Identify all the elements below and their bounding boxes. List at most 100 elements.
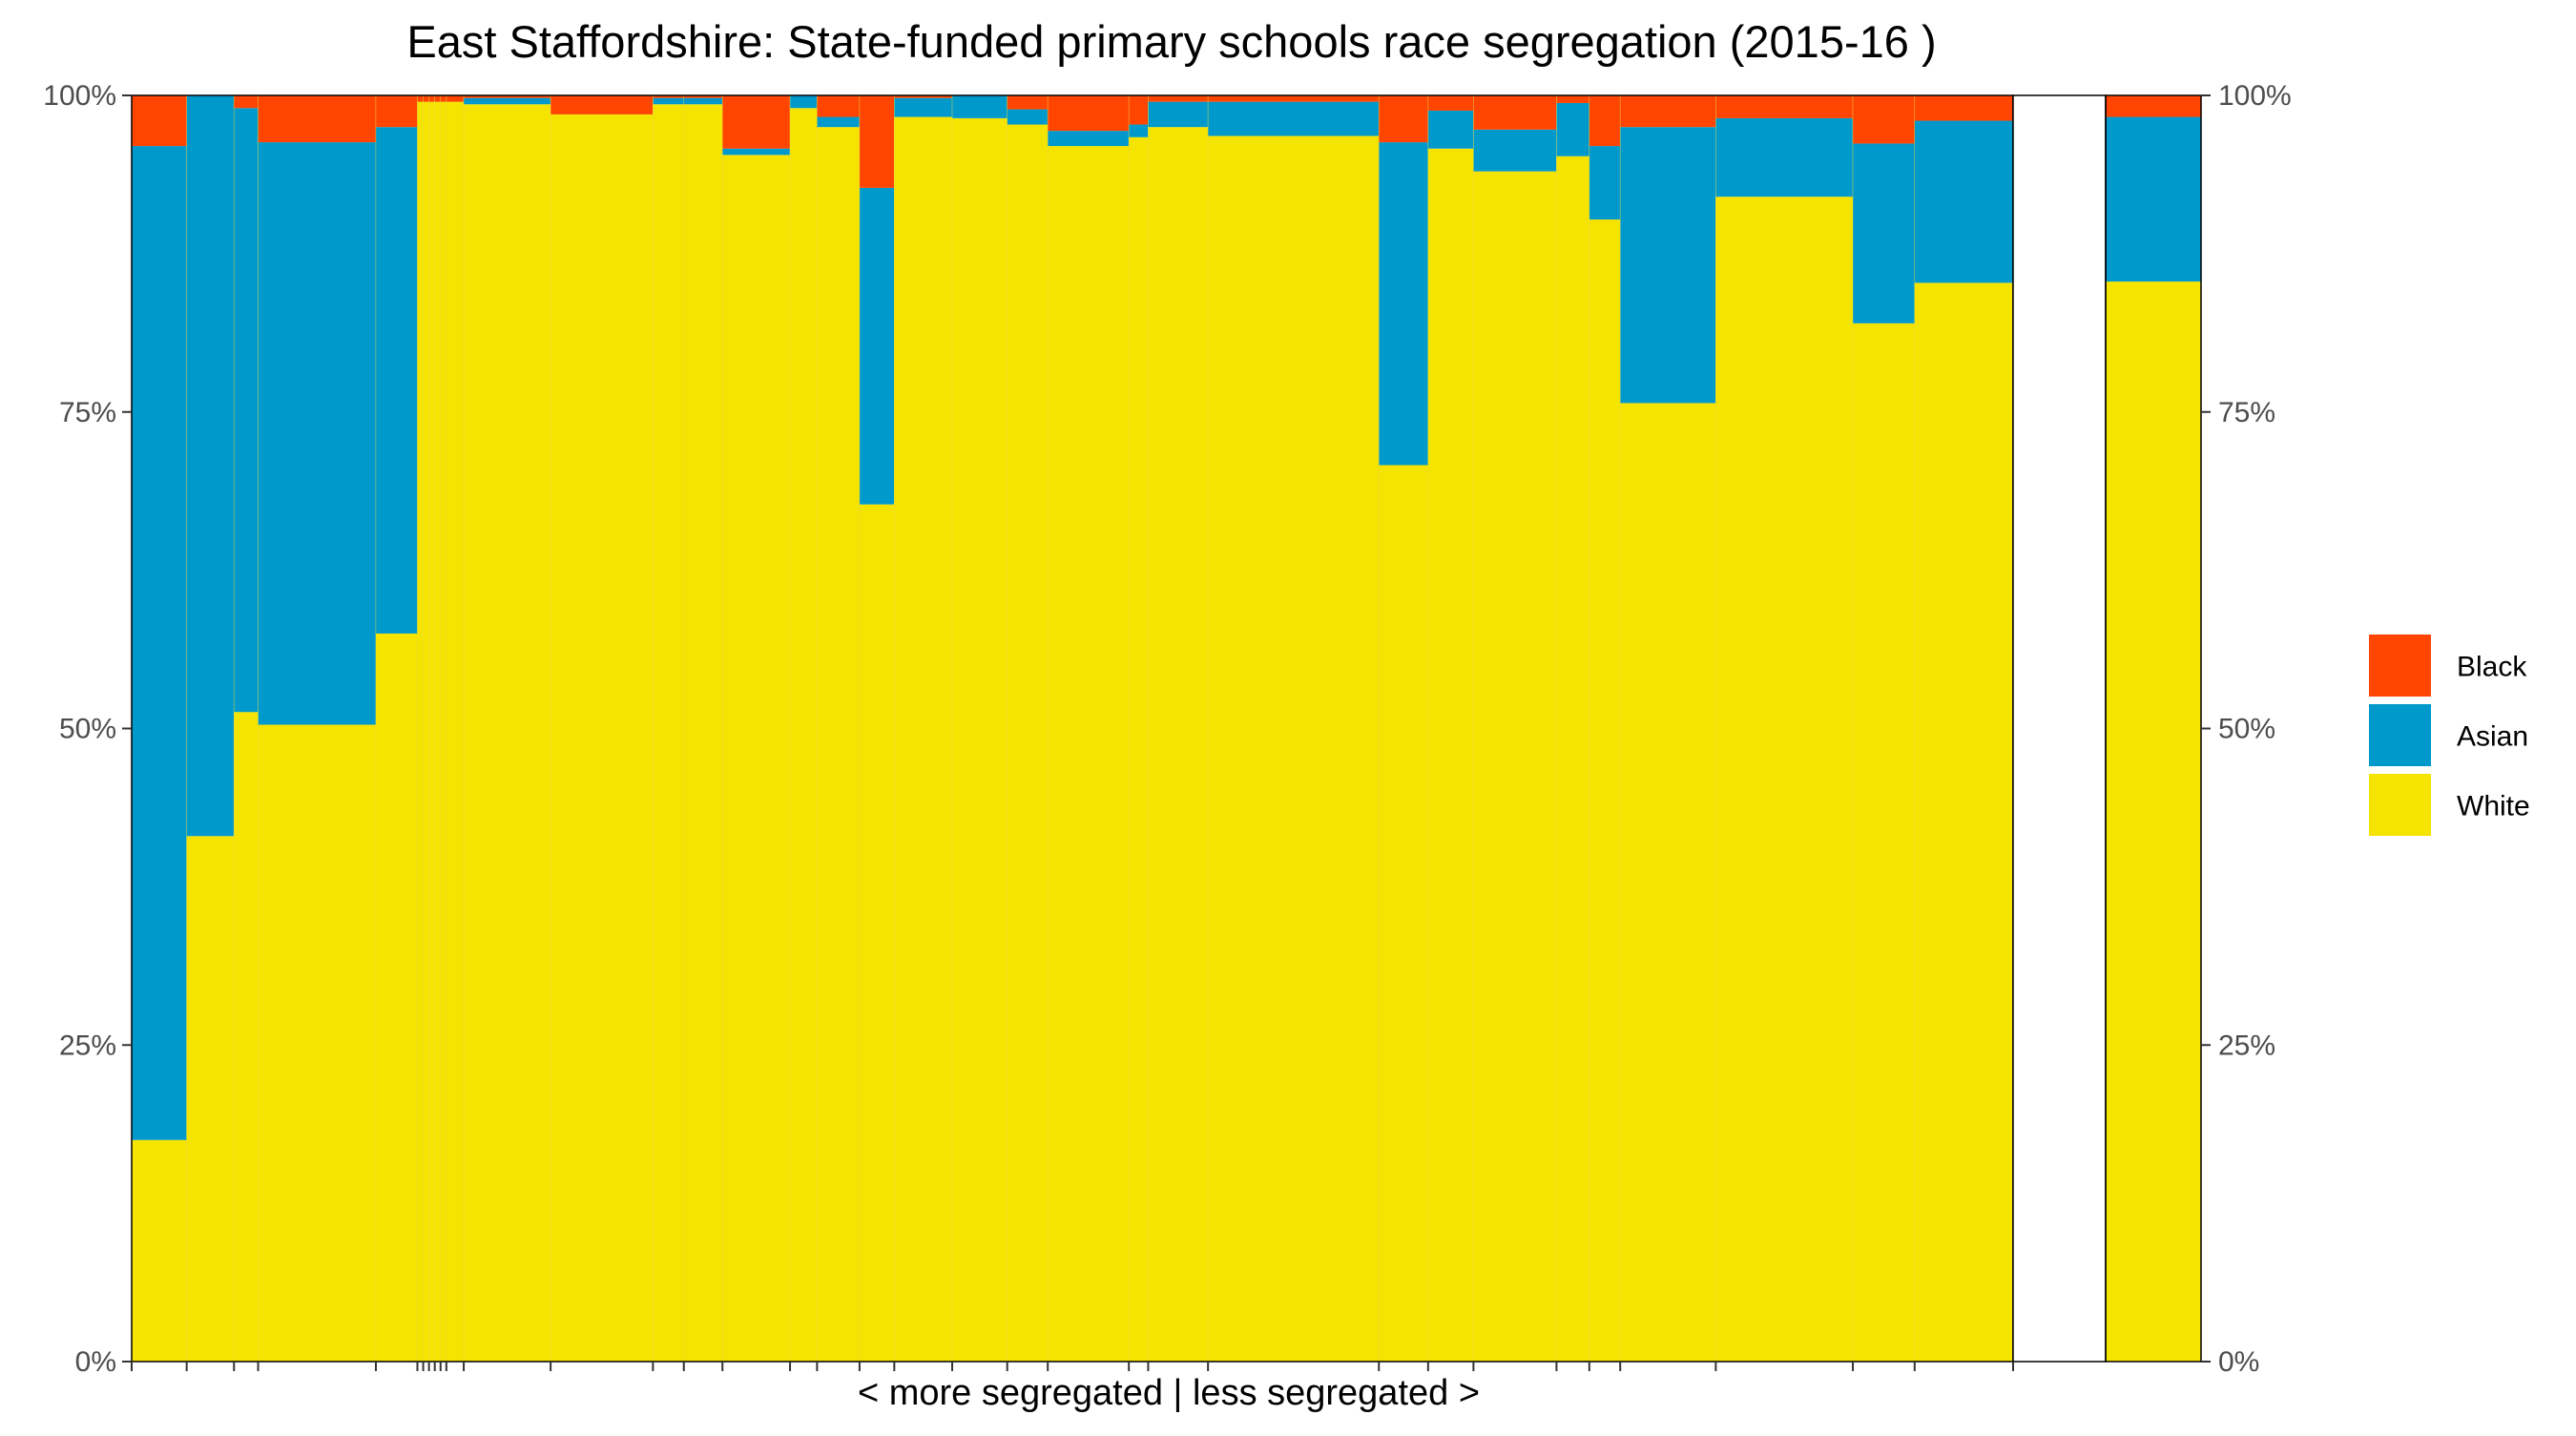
school-bar-22: [1007, 94, 1049, 1363]
school-bar-4-white-segment: [258, 724, 376, 1362]
school-bar-11-white-segment: [446, 101, 465, 1362]
school-bar-8-black-segment: [428, 95, 435, 102]
school-bar-23-white-segment: [1048, 146, 1130, 1363]
school-bar-30-white-segment: [1556, 156, 1589, 1362]
school-bar-21-asian-segment: [952, 95, 1008, 118]
school-bar-7-white-segment: [423, 101, 429, 1362]
legend-key-white: [2369, 774, 2431, 836]
school-bar-16-asian-segment: [722, 148, 791, 156]
school-bar-20-black-segment: [894, 95, 953, 98]
school-bar-20-white-segment: [894, 116, 953, 1363]
school-bar-25-asian-segment: [1148, 101, 1209, 128]
school-bar-14: [653, 94, 685, 1363]
school-bar-25-white-segment: [1148, 127, 1209, 1362]
gap-panel-frame: [2012, 94, 2107, 1363]
school-bar-18: [817, 94, 861, 1363]
y-tick-label-right: 25%: [2218, 1030, 2275, 1061]
school-bar-12-white-segment: [464, 104, 551, 1362]
school-bar-18-asian-segment: [817, 116, 860, 128]
school-bar-1: [131, 94, 187, 1363]
legend-item-asian: Asian: [2369, 704, 2528, 766]
overall-bar-asian-segment: [2106, 116, 2201, 282]
school-bar-29: [1473, 94, 1557, 1363]
y-tick-label-right: 75%: [2218, 397, 2275, 428]
legend-label-asian: Asian: [2457, 721, 2528, 753]
overall-bar-white-segment: [2106, 281, 2201, 1363]
school-bar-32-white-segment: [1620, 403, 1716, 1362]
school-bar-23-black-segment: [1048, 95, 1130, 132]
school-bar-4-asian-segment: [258, 142, 376, 725]
school-bar-28-asian-segment: [1427, 110, 1474, 149]
school-bar-10: [440, 94, 447, 1363]
school-bar-30-black-segment: [1556, 95, 1589, 103]
school-bar-27-black-segment: [1379, 95, 1428, 143]
school-bar-11: [446, 94, 465, 1363]
school-bar-35-asian-segment: [1914, 120, 2013, 283]
school-bar-15: [683, 94, 723, 1363]
school-bar-19-asian-segment: [859, 187, 895, 505]
school-bar-24-black-segment: [1129, 95, 1149, 125]
school-bar-26-white-segment: [1208, 135, 1380, 1363]
school-bar-6-black-segment: [417, 95, 424, 102]
school-bar-14-white-segment: [653, 104, 684, 1362]
legend-item-white: White: [2369, 774, 2530, 836]
school-bar-6-white-segment: [417, 101, 424, 1362]
school-bar-15-black-segment: [683, 95, 723, 98]
school-bar-16: [721, 94, 791, 1363]
school-bar-17-white-segment: [790, 108, 818, 1362]
y-tick-label-left: 25%: [59, 1030, 116, 1061]
school-bar-5-asian-segment: [375, 127, 418, 634]
chart-title: East Staffordshire: State-funded primary…: [406, 16, 1936, 67]
y-tick-label-left: 75%: [59, 397, 116, 428]
school-bar-3: [233, 94, 259, 1363]
y-axis-right: 0% 25% 50% 75% 100%: [2201, 80, 2292, 1378]
y-axis-left: 0% 25% 50% 75% 100%: [43, 80, 132, 1378]
school-bar-8: [428, 94, 436, 1363]
school-bar-10-white-segment: [440, 101, 447, 1362]
school-bar-8-white-segment: [428, 101, 435, 1362]
y-tick-label-left: 50%: [59, 714, 116, 745]
school-bar-12-black-segment: [464, 95, 551, 98]
school-bar-21: [951, 94, 1008, 1363]
overall-bar: [2105, 94, 2202, 1363]
school-bar-2: [186, 94, 235, 1363]
legend-item-black: Black: [2369, 635, 2527, 697]
school-bar-4-black-segment: [258, 95, 376, 143]
school-bar-14-asian-segment: [653, 97, 684, 105]
bars-layer: [131, 94, 2202, 1363]
school-bar-25-black-segment: [1148, 95, 1209, 102]
school-bar-25: [1148, 94, 1209, 1363]
school-bar-19-white-segment: [859, 504, 895, 1362]
school-bar-1-white-segment: [132, 1139, 187, 1362]
y-tick-label-right: 50%: [2218, 714, 2275, 745]
school-bar-27-asian-segment: [1379, 142, 1428, 466]
school-bar-30-asian-segment: [1556, 102, 1589, 156]
school-bar-10-black-segment: [440, 95, 447, 102]
school-bar-35-white-segment: [1914, 282, 2013, 1362]
school-bar-33-black-segment: [1715, 95, 1854, 118]
school-bar-20: [894, 94, 953, 1363]
y-tick-label-left: 0%: [75, 1346, 116, 1378]
school-bar-1-black-segment: [132, 95, 187, 147]
school-bar-31-white-segment: [1589, 219, 1621, 1362]
school-bar-22-asian-segment: [1007, 109, 1049, 125]
school-bar-18-black-segment: [817, 95, 860, 117]
school-bar-2-white-segment: [186, 836, 235, 1362]
school-bar-28-white-segment: [1427, 148, 1474, 1362]
school-bar-26: [1207, 94, 1380, 1363]
school-bar-26-asian-segment: [1208, 101, 1380, 136]
school-bar-4: [258, 94, 377, 1363]
school-bar-31-asian-segment: [1589, 146, 1621, 220]
school-bar-19: [859, 94, 895, 1363]
school-bar-12-asian-segment: [464, 97, 551, 105]
school-bar-5-black-segment: [375, 95, 418, 128]
school-bar-23: [1047, 94, 1130, 1363]
school-bar-27-white-segment: [1379, 465, 1428, 1362]
school-bar-34: [1852, 94, 1916, 1363]
school-bar-28-black-segment: [1427, 95, 1474, 111]
school-bar-14-black-segment: [653, 95, 684, 98]
school-bar-24-asian-segment: [1129, 124, 1149, 137]
school-bar-33-white-segment: [1715, 197, 1854, 1362]
school-bar-34-white-segment: [1853, 323, 1915, 1362]
